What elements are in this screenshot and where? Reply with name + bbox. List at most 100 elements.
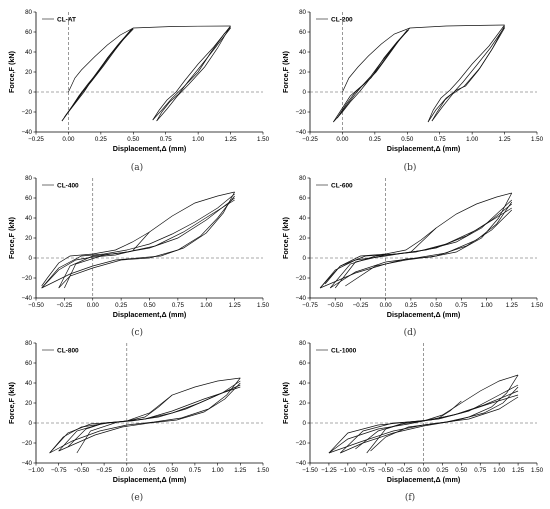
chart-panel: −1.50 −1.25 −1.00 −0.75 −0.50 −0.25 0.00 0.25 0.… — [281, 340, 544, 503]
hysteresis-curve — [41, 193, 235, 289]
y-tick-label: −20 — [296, 440, 307, 447]
x-tick-label: 0.75 — [160, 136, 173, 143]
hysteresis-curve — [319, 199, 513, 289]
y-tick-label: 40 — [25, 380, 32, 387]
chart-panel: −0.75 −0.50 −0.25 0.00 0.25 0.50 0.75 1.00 1.25 1… — [281, 175, 544, 338]
panel-caption: (a) — [131, 162, 143, 173]
x-tick-label: 1.50 — [531, 302, 544, 309]
x-tick-label: 0.50 — [455, 467, 468, 474]
hysteresis-curve — [329, 203, 512, 289]
x-tick-label: 0.50 — [143, 302, 156, 309]
y-tick-label: 40 — [25, 215, 32, 222]
y-axis-title: Force,F (kN) — [281, 50, 290, 93]
y-tick-label: 0 — [29, 255, 33, 262]
x-tick-label: −0.25 — [353, 302, 369, 309]
x-tick-label: 1.00 — [493, 467, 506, 474]
y-axis-title: Force,F (kN) — [281, 381, 290, 424]
x-tick-label: 0.25 — [405, 302, 418, 309]
legend-label: CL-200 — [331, 16, 353, 23]
x-tick-label: 1.25 — [499, 136, 512, 143]
y-tick-label: 20 — [25, 235, 32, 242]
x-tick-label: −0.25 — [397, 467, 413, 474]
y-tick-label: 80 — [25, 9, 32, 16]
y-tick-label: 40 — [25, 49, 32, 56]
x-tick-label: 0.00 — [417, 467, 430, 474]
hysteresis-curve — [58, 197, 235, 289]
y-tick-label: 60 — [299, 195, 306, 202]
y-tick-label: −20 — [296, 109, 307, 116]
x-tick-label: −0.25 — [96, 467, 112, 474]
y-tick-label: 0 — [303, 255, 307, 262]
panel-caption: (c) — [131, 327, 143, 338]
x-tick-label: −0.50 — [327, 302, 343, 309]
x-tick-label: 1.50 — [257, 136, 270, 143]
x-tick-label: 1.00 — [212, 467, 225, 474]
hysteresis-curve — [41, 191, 235, 289]
hysteresis-curve — [355, 400, 462, 450]
y-tick-label: 80 — [25, 340, 32, 347]
panel-caption: (b) — [404, 162, 417, 173]
hysteresis-curve — [67, 394, 173, 448]
y-tick-label: 60 — [25, 360, 32, 367]
x-axis-title: Displacement,Δ (mm) — [387, 475, 461, 484]
y-tick-label: 60 — [25, 29, 32, 36]
x-tick-label: −0.25 — [302, 136, 318, 143]
x-tick-label: 0.75 — [189, 467, 202, 474]
x-tick-label: 1.25 — [234, 467, 247, 474]
hysteresis-curve — [64, 199, 235, 289]
x-tick-label: 1.25 — [225, 136, 238, 143]
x-axis-title: Displacement,Δ (mm) — [113, 144, 187, 153]
x-tick-label: −0.75 — [302, 302, 318, 309]
hysteresis-curve — [61, 28, 134, 122]
x-tick-label: −0.75 — [51, 467, 67, 474]
y-tick-label: 0 — [303, 420, 307, 427]
panel-caption: (d) — [404, 327, 417, 338]
x-tick-label: 0.25 — [436, 467, 449, 474]
x-tick-label: 0.00 — [87, 302, 100, 309]
hysteresis-curve — [319, 192, 512, 289]
x-tick-label: 1.50 — [257, 467, 270, 474]
y-tick-label: 20 — [25, 69, 32, 76]
panel-caption: (e) — [131, 492, 143, 503]
hysteresis-curve — [319, 192, 513, 289]
x-tick-label: 1.00 — [192, 136, 205, 143]
hysteresis-curve — [333, 27, 411, 123]
y-tick-label: 80 — [299, 340, 306, 347]
y-axis-title: Force,F (kN) — [7, 50, 16, 93]
y-tick-label: 40 — [299, 380, 306, 387]
hysteresis-curve — [49, 377, 241, 454]
hysteresis-curve — [345, 209, 513, 287]
y-tick-label: −40 — [296, 460, 307, 467]
y-tick-label: −20 — [22, 275, 33, 282]
y-tick-label: 80 — [299, 175, 306, 182]
x-tick-label: −0.50 — [378, 467, 394, 474]
x-tick-label: 0.75 — [455, 302, 468, 309]
x-tick-label: 0.25 — [369, 136, 382, 143]
hysteresis-curve — [336, 30, 408, 119]
chart-panel: −0.25 0.00 0.25 0.50 0.75 1.00 1.25 1.50 −40 −20 0… — [7, 9, 270, 173]
y-tick-label: 80 — [25, 175, 32, 182]
x-tick-label: 0.00 — [121, 467, 134, 474]
hysteresis-curve — [156, 27, 231, 122]
hysteresis-curve — [64, 29, 131, 118]
x-tick-label: 1.50 — [257, 302, 270, 309]
y-tick-label: −40 — [296, 129, 307, 136]
chart-panel: −1.00 −0.75 −0.50 −0.25 0.00 0.25 0.50 0.75 1.00… — [7, 340, 270, 503]
y-tick-label: 0 — [303, 89, 307, 96]
hysteresis-curve — [61, 27, 134, 122]
legend-label: CL-400 — [57, 182, 79, 189]
x-tick-label: 1.25 — [506, 302, 519, 309]
hysteresis-curve — [328, 374, 519, 454]
legend-label: CL-1000 — [331, 347, 357, 354]
hysteresis-curve — [41, 231, 150, 287]
hysteresis-curve — [324, 227, 437, 285]
y-axis-title: Force,F (kN) — [7, 381, 16, 424]
hysteresis-curve — [340, 386, 519, 454]
y-tick-label: 80 — [299, 9, 306, 16]
x-tick-label: 0.00 — [380, 302, 393, 309]
hysteresis-curve — [370, 396, 519, 452]
x-tick-label: −1.00 — [28, 467, 44, 474]
y-tick-label: 20 — [25, 400, 32, 407]
x-axis-title: Displacement,Δ (mm) — [387, 310, 461, 319]
hysteresis-curve — [366, 394, 519, 454]
